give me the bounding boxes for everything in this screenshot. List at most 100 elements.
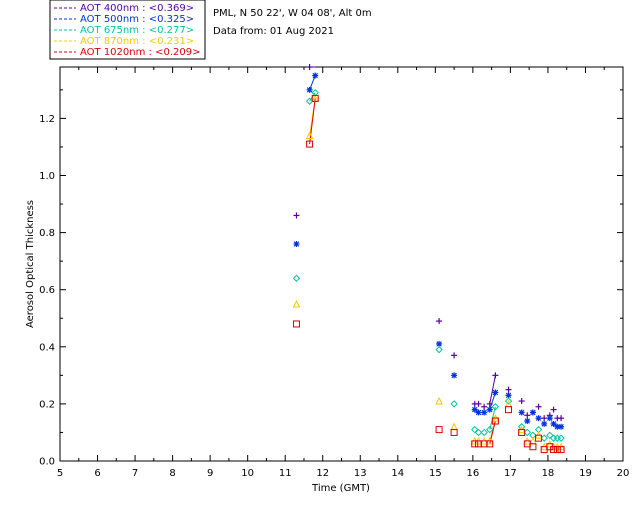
- y-tick-label: 0.8: [39, 228, 55, 239]
- data-point-plus: [518, 398, 525, 405]
- data-point-asterisk: [505, 392, 512, 399]
- data-point-square: [557, 446, 565, 454]
- data-point-diamond: [292, 274, 301, 282]
- x-tick-labels: 5 6 7 8 9 10 11 12 13 14 15 16 17 18 19 20: [57, 468, 630, 479]
- data-point-diamond: [486, 425, 494, 434]
- data-point-square: [306, 140, 314, 148]
- x-tick-label: 18: [542, 468, 555, 479]
- data-point-triangle: [435, 396, 443, 405]
- x-tick-label: 7: [132, 468, 138, 479]
- y-tick-label: 0.0: [39, 457, 55, 468]
- data-point-asterisk: [518, 409, 525, 416]
- data-point-square: [292, 320, 300, 328]
- data-point-plus: [535, 403, 542, 410]
- data-point-triangle: [450, 422, 458, 431]
- data-point-square: [311, 94, 319, 102]
- data-point-plus: [524, 412, 531, 419]
- data-point-asterisk: [486, 406, 493, 413]
- data-point-asterisk: [312, 72, 319, 79]
- data-point-asterisk: [451, 372, 458, 379]
- x-tick-label: 14: [391, 468, 404, 479]
- data-point-asterisk: [475, 409, 482, 416]
- data-point-asterisk: [535, 415, 542, 422]
- data-point-diamond: [471, 425, 479, 434]
- series-line-1: [489, 392, 496, 410]
- series-line-4: [309, 98, 316, 145]
- date-info: Data from: 01 Aug 2021: [213, 26, 334, 37]
- legend-label: AOT 1020nm : <0.209>: [80, 47, 200, 58]
- data-point-plus: [550, 406, 557, 413]
- data-point-asterisk: [550, 420, 557, 427]
- data-point-diamond: [557, 434, 565, 442]
- data-point-triangle: [305, 131, 314, 140]
- data-point-diamond: [523, 428, 531, 437]
- x-tick-label: 20: [617, 468, 630, 479]
- x-axis-label: Time (GMT): [311, 483, 370, 494]
- plot-frame: [59, 66, 624, 462]
- legend: AOT 400nm : <0.369>AOT 500nm : <0.325>AO…: [49, 0, 206, 60]
- data-point-plus: [451, 352, 458, 359]
- data-point-asterisk: [558, 423, 565, 430]
- data-point-asterisk: [293, 241, 300, 248]
- x-tick-label: 10: [241, 468, 254, 479]
- data-point-diamond: [546, 431, 554, 440]
- data-point-diamond: [540, 434, 548, 442]
- y-tick-labels: 0.0 0.2 0.4 0.6 0.8 1.0 1.2: [39, 114, 55, 468]
- data-point-diamond: [480, 428, 488, 437]
- data-point-triangle: [529, 436, 537, 445]
- x-tick-label: 12: [316, 468, 329, 479]
- legend-label: AOT 870nm : <0.231>: [80, 36, 194, 47]
- data-points: [292, 64, 565, 454]
- x-tick-label: 17: [504, 468, 517, 479]
- data-point-square: [529, 443, 537, 451]
- x-tick-label: 9: [207, 468, 213, 479]
- data-point-plus: [306, 64, 313, 70]
- data-point-diamond: [553, 434, 562, 442]
- series-lines: [309, 66, 496, 444]
- x-tick-label: 15: [429, 468, 442, 479]
- data-point-asterisk: [306, 86, 313, 93]
- data-point-square: [435, 426, 443, 434]
- data-point-plus: [558, 415, 565, 422]
- y-tick-label: 1.0: [39, 171, 55, 182]
- data-point-diamond: [435, 345, 443, 354]
- data-point-asterisk: [529, 409, 536, 416]
- data-point-plus: [541, 415, 548, 422]
- data-point-plus: [505, 386, 512, 393]
- data-point-triangle: [292, 299, 301, 308]
- data-point-diamond: [474, 428, 483, 437]
- data-point-square: [518, 428, 526, 436]
- data-point-diamond: [504, 397, 513, 405]
- data-point-plus: [293, 212, 300, 219]
- data-point-plus: [436, 318, 443, 325]
- legend-label: AOT 500nm : <0.325>: [80, 14, 194, 25]
- x-tick-label: 6: [94, 468, 100, 479]
- data-point-square: [471, 440, 479, 448]
- x-tick-label: 5: [57, 468, 63, 479]
- x-tick-label: 16: [466, 468, 479, 479]
- data-point-asterisk: [436, 340, 443, 347]
- data-point-plus: [486, 400, 493, 407]
- x-tick-label: 8: [169, 468, 175, 479]
- y-tick-label: 0.6: [39, 285, 55, 296]
- data-point-plus: [481, 403, 488, 410]
- data-point-asterisk: [524, 418, 531, 425]
- data-point-square: [550, 446, 558, 454]
- data-point-plus: [492, 372, 499, 379]
- data-point-asterisk: [492, 389, 499, 396]
- data-point-asterisk: [546, 415, 553, 422]
- axis-ticks: [59, 67, 624, 462]
- data-point-square: [505, 406, 513, 414]
- y-tick-label: 0.2: [39, 399, 55, 410]
- y-tick-label: 1.2: [39, 114, 55, 125]
- legend-label: AOT 675nm : <0.277>: [80, 25, 194, 36]
- data-point-diamond: [305, 97, 314, 105]
- data-point-square: [491, 417, 499, 425]
- series-line-0: [489, 375, 496, 404]
- data-point-square: [450, 428, 458, 436]
- y-axis-label: Aerosol Optical Thickness: [25, 200, 36, 328]
- legend-label: AOT 400nm : <0.369>: [80, 3, 194, 14]
- data-point-diamond: [491, 403, 500, 411]
- y-tick-label: 0.4: [39, 342, 55, 353]
